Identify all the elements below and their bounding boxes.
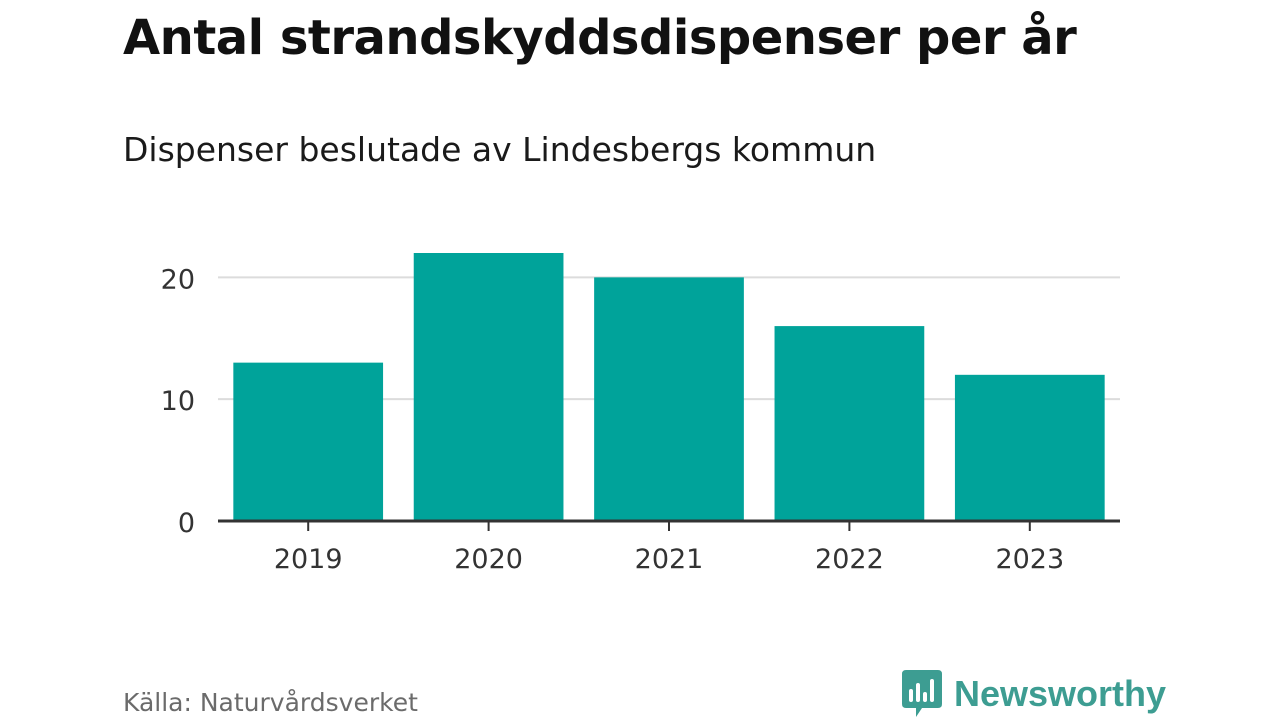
bar-2019 — [233, 362, 384, 521]
axes — [218, 519, 1120, 531]
x-tick-label: 2019 — [274, 544, 343, 575]
x-tick-label: 2020 — [454, 544, 523, 575]
bar-2022 — [774, 326, 925, 521]
x-tick-label: 2023 — [995, 544, 1064, 575]
newsworthy-logo-icon — [902, 670, 942, 717]
chart-title: Antal strandskyddsdispenser per år — [123, 10, 1077, 66]
x-tick-label: 2021 — [635, 544, 704, 575]
chart-subtitle: Dispenser beslutade av Lindesbergs kommu… — [123, 130, 877, 169]
bar-2020 — [413, 253, 564, 521]
y-tick-label: 10 — [161, 386, 195, 417]
tick-labels: 0 10 20 2019 2020 2021 2022 2023 — [161, 264, 1065, 575]
source-note: Källa: Naturvårdsverket — [123, 688, 418, 717]
brand-name: Newsworthy — [954, 673, 1167, 714]
y-tick-label: 20 — [161, 264, 195, 295]
newsworthy-brand: Newsworthy — [902, 668, 1166, 720]
bar-2023 — [954, 374, 1105, 521]
y-tick-label: 0 — [178, 508, 195, 539]
x-tick-label: 2022 — [815, 544, 884, 575]
bar-2021 — [594, 277, 744, 521]
bars — [233, 253, 1105, 521]
